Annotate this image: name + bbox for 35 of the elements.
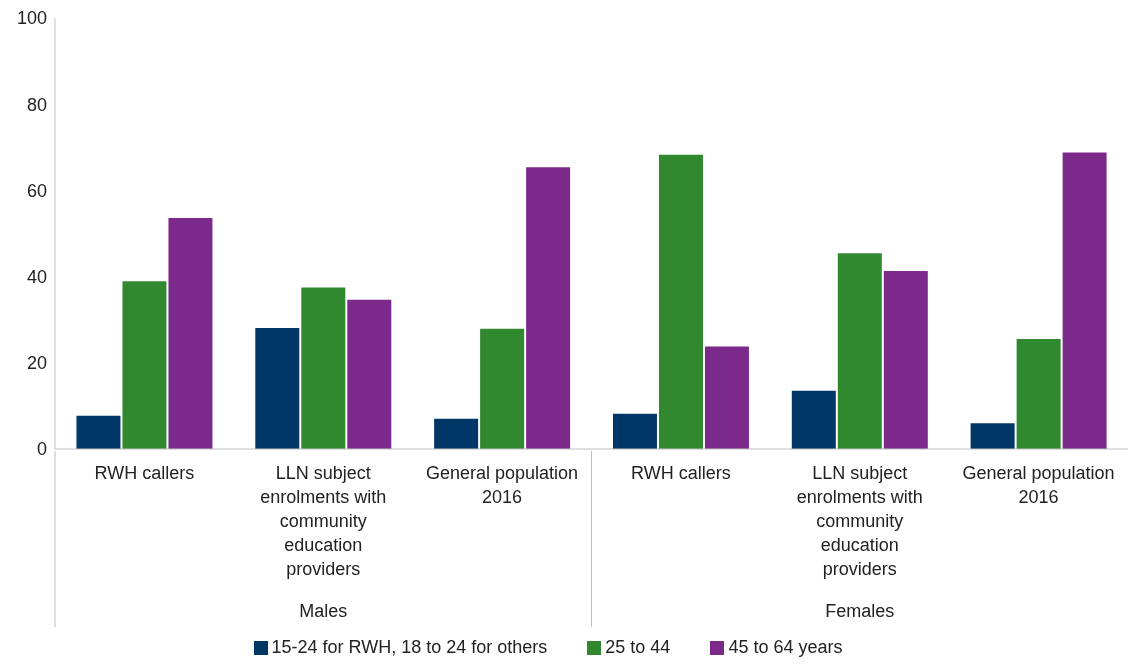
bar: [434, 418, 479, 449]
x-tick-label: LLN subject enrolments with community education providers: [796, 463, 923, 579]
y-tick-label: 20: [26, 353, 47, 374]
x-tick-label: General population 2016: [426, 463, 579, 507]
bar: [480, 328, 525, 449]
bar: [970, 423, 1015, 449]
bar: [1062, 152, 1107, 449]
y-tick-label: 80: [26, 94, 47, 115]
bar: [347, 299, 392, 449]
x-tick-label: RWH callers: [94, 463, 195, 483]
y-tick-label: 0: [36, 439, 47, 460]
text: Females: [825, 601, 895, 621]
y-tick-label: 60: [26, 180, 47, 201]
bar: [704, 346, 749, 449]
text: Males: [299, 601, 348, 621]
legend-label: 45 to 64 years: [728, 637, 843, 657]
bar: [837, 253, 882, 449]
legend-label: 25 to 44: [605, 637, 671, 657]
y-tick-label: 100: [16, 8, 47, 29]
bar: [168, 217, 213, 449]
x-tick-label: LLN subject enrolments with community education providers: [260, 463, 387, 579]
bar: [612, 413, 657, 449]
legend-label: 15-24 for RWH, 18 to 24 for others: [271, 637, 548, 657]
bar: [122, 281, 167, 449]
x-tick-label: General population 2016: [962, 463, 1115, 507]
bar: [658, 154, 703, 449]
bar: [526, 167, 571, 449]
bar: [76, 415, 121, 449]
bar: [1016, 339, 1061, 449]
y-tick-label: 40: [26, 266, 47, 287]
bar: [301, 287, 346, 449]
x-tick-label: RWH callers: [631, 463, 731, 483]
bar: [255, 327, 300, 449]
bar: [791, 390, 836, 449]
bar: [883, 271, 928, 449]
